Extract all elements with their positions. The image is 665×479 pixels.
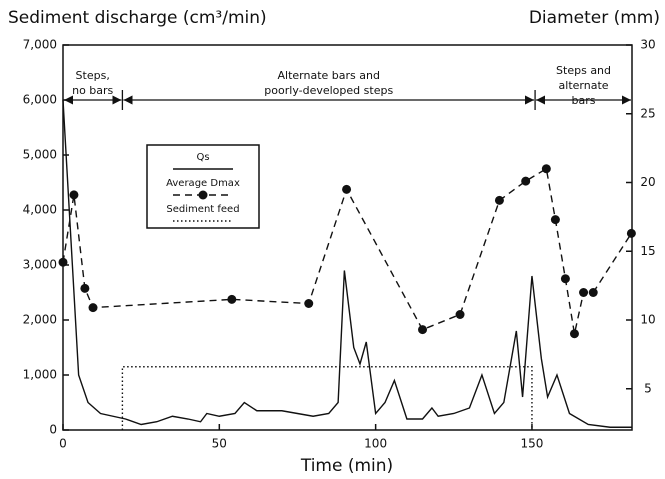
y-tick-label: 4,000 — [23, 203, 57, 217]
marker — [455, 310, 465, 319]
marker — [227, 294, 237, 304]
legend-label: Qs — [196, 152, 209, 163]
y2-tick-label: 30 — [640, 38, 655, 52]
region-label: no bars — [72, 84, 113, 97]
marker — [88, 303, 98, 313]
y2-tick-label: 25 — [640, 106, 655, 120]
series-line — [62, 99, 632, 428]
y-tick-label: 1,000 — [23, 368, 57, 382]
legend-label: Sediment feed — [166, 204, 239, 215]
marker — [579, 288, 589, 297]
y-tick-label: 3,000 — [23, 258, 57, 272]
marker — [80, 283, 90, 293]
legend-box — [146, 144, 260, 229]
legend-marker — [198, 190, 208, 200]
y2-tick-label: 5 — [644, 381, 652, 395]
marker — [418, 325, 428, 335]
x-tick-label: 50 — [212, 437, 227, 451]
y-tick-label: 7,000 — [23, 38, 57, 52]
y-tick-label: 0 — [49, 423, 57, 437]
marker — [626, 228, 636, 238]
plot-frame — [62, 44, 633, 431]
y-tick-label: 2,000 — [23, 313, 57, 327]
region-label: bars — [572, 94, 596, 107]
marker — [342, 184, 352, 194]
marker — [521, 176, 531, 186]
series-line — [62, 167, 632, 334]
region-label: alternate — [559, 79, 609, 92]
marker — [58, 257, 68, 267]
y2-tick-label: 15 — [640, 244, 655, 258]
marker — [541, 164, 551, 174]
marker — [550, 215, 560, 225]
x-axis-title: Time (min) — [300, 456, 393, 476]
region-label: Alternate bars and — [278, 69, 380, 82]
x-tick-label: 100 — [364, 437, 387, 451]
y2-tick-label: 10 — [640, 313, 655, 327]
y2-tick-label: 20 — [640, 175, 655, 189]
marker — [304, 299, 314, 308]
marker — [494, 195, 504, 205]
marker — [588, 288, 598, 297]
y-axis-title: Sediment discharge (cm³/min) — [8, 8, 267, 28]
series-line — [121, 366, 533, 430]
region-label: Steps, — [76, 69, 110, 82]
x-tick-label: 0 — [59, 437, 67, 451]
region-label: poorly-developed steps — [264, 84, 393, 97]
marker — [560, 274, 570, 284]
region-label: Steps and — [556, 64, 611, 77]
y2-axis-title: Diameter (mm) — [529, 8, 660, 28]
y-tick-label: 5,000 — [23, 148, 57, 162]
y-tick-label: 6,000 — [23, 93, 57, 107]
marker — [69, 190, 79, 200]
x-tick-label: 150 — [521, 437, 544, 451]
marker — [569, 329, 579, 339]
legend-label: Average Dmax — [166, 178, 240, 189]
